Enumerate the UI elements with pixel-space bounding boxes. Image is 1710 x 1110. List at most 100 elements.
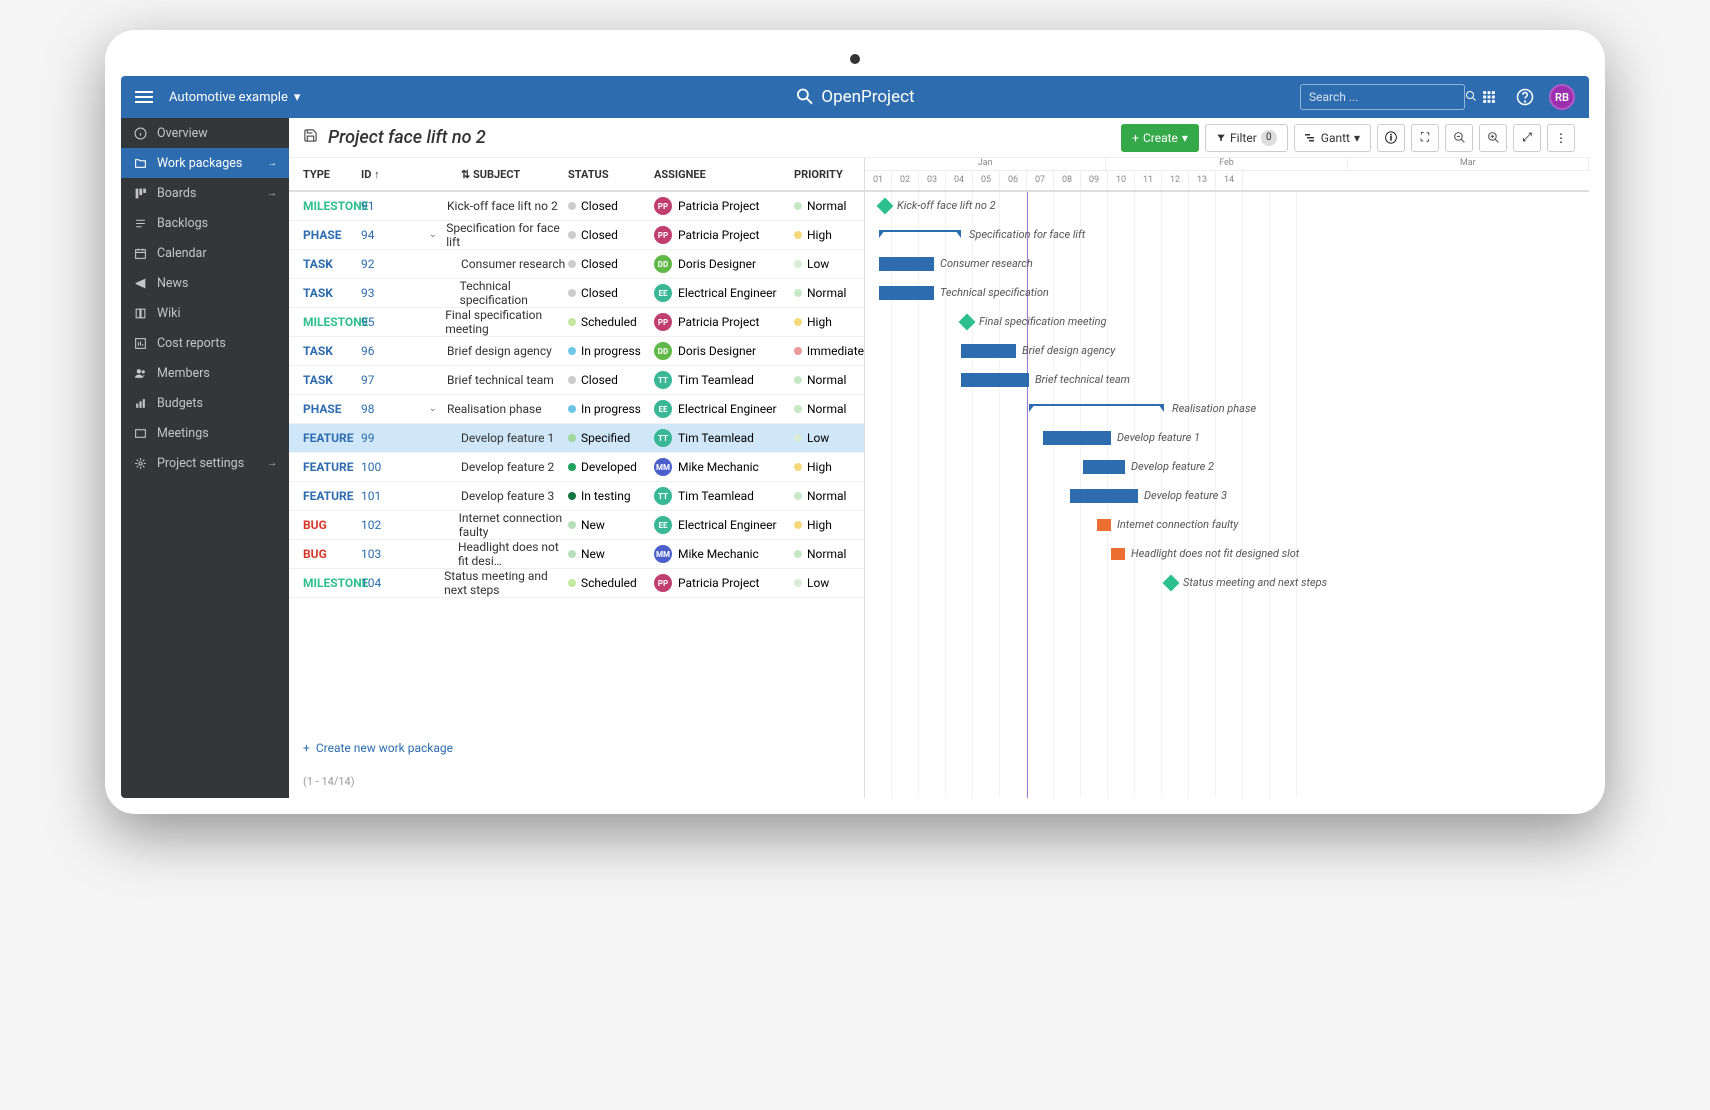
table-row[interactable]: FEATURE 100 Develop feature 2 Developed … — [289, 453, 864, 482]
search-box[interactable] — [1300, 84, 1465, 110]
gantt-phase[interactable] — [1029, 404, 1164, 414]
zoom-out-button[interactable] — [1445, 124, 1473, 152]
cell-priority: High — [794, 228, 864, 242]
sidebar-label: News — [157, 276, 277, 291]
sidebar-item-cost-reports[interactable]: Cost reports — [121, 328, 289, 358]
gantt-label: Technical specification — [940, 286, 1049, 299]
table-row[interactable]: BUG 102 Internet connection faulty New E… — [289, 511, 864, 540]
col-status[interactable]: STATUS — [568, 168, 654, 181]
user-avatar[interactable]: RB — [1549, 84, 1575, 110]
sidebar-item-boards[interactable]: Boards→ — [121, 178, 289, 208]
camera-dot — [850, 54, 860, 64]
table-row[interactable]: MILESTONE 91 Kick-off face lift no 2 Clo… — [289, 192, 864, 221]
gantt-bar[interactable] — [961, 373, 1029, 387]
cell-assignee: EE Electrical Engineer — [654, 516, 794, 534]
gantt-bug[interactable] — [1097, 519, 1111, 531]
cell-status: Closed — [568, 199, 654, 213]
col-assignee[interactable]: ASSIGNEE — [654, 168, 794, 181]
gantt-milestone[interactable] — [877, 198, 894, 215]
col-type[interactable]: TYPE — [289, 168, 361, 181]
col-id[interactable]: ID ↑ — [361, 168, 401, 181]
priority-dot — [794, 521, 802, 529]
search-input[interactable] — [1309, 90, 1465, 104]
sidebar-item-calendar[interactable]: Calendar — [121, 238, 289, 268]
cell-id[interactable]: 96 — [361, 344, 401, 358]
table-row[interactable]: TASK 93 Technical specification Closed E… — [289, 279, 864, 308]
more-button[interactable]: ⋮ — [1547, 124, 1575, 152]
gantt-milestone[interactable] — [959, 314, 976, 331]
table-row[interactable]: MILESTONE 95 Final specification meeting… — [289, 308, 864, 337]
cell-subject: Status meeting and next steps — [401, 569, 568, 597]
gantt-milestone[interactable] — [1163, 575, 1180, 592]
create-work-package-link[interactable]: + Create new work package — [289, 731, 864, 765]
sidebar-label: Cost reports — [157, 336, 277, 351]
info-button[interactable]: ⓘ — [1377, 124, 1405, 152]
cell-id[interactable]: 102 — [361, 518, 401, 532]
create-button[interactable]: + Create ▾ — [1121, 124, 1199, 152]
cell-id[interactable]: 104 — [361, 576, 401, 590]
sidebar-item-overview[interactable]: Overview — [121, 118, 289, 148]
table-row[interactable]: FEATURE 99 Develop feature 1 Specified T… — [289, 424, 864, 453]
gantt-phase[interactable] — [879, 230, 961, 240]
gantt-bar[interactable] — [961, 344, 1016, 358]
status-dot — [568, 550, 576, 558]
expand-caret-icon[interactable]: ⌄ — [429, 230, 440, 240]
col-priority[interactable]: PRIORITY — [794, 168, 864, 181]
cell-id[interactable]: 100 — [361, 460, 401, 474]
gantt-button[interactable]: Gantt ▾ — [1294, 124, 1371, 152]
gantt-label: Consumer research — [940, 257, 1033, 270]
fullscreen-button[interactable]: ⛶ — [1411, 124, 1439, 152]
expand-caret-icon[interactable]: ⌄ — [429, 404, 441, 414]
sidebar-item-backlogs[interactable]: Backlogs — [121, 208, 289, 238]
gantt-bar[interactable] — [879, 257, 934, 271]
hamburger-menu[interactable] — [135, 91, 153, 103]
table-row[interactable]: PHASE 94 ⌄ Specification for face lift C… — [289, 221, 864, 250]
cell-id[interactable]: 93 — [361, 286, 401, 300]
cell-id[interactable]: 98 — [361, 402, 401, 416]
cell-subject: Brief technical team — [401, 373, 568, 387]
cell-id[interactable]: 91 — [361, 199, 401, 213]
cell-id[interactable]: 92 — [361, 257, 401, 271]
sidebar-item-members[interactable]: Members — [121, 358, 289, 388]
gantt-bug[interactable] — [1111, 548, 1125, 560]
col-subject[interactable]: ⇅ SUBJECT — [401, 168, 568, 181]
table-row[interactable]: MILESTONE 104 Status meeting and next st… — [289, 569, 864, 598]
table-pane: TYPE ID ↑ ⇅ SUBJECT STATUS ASSIGNEE PRIO… — [289, 158, 865, 798]
sidebar-item-project-settings[interactable]: Project settings→ — [121, 448, 289, 478]
sidebar-item-wiki[interactable]: Wiki — [121, 298, 289, 328]
gantt-row: Status meeting and next steps — [865, 569, 1589, 598]
gantt-bar[interactable] — [879, 286, 934, 300]
table-row[interactable]: FEATURE 101 Develop feature 3 In testing… — [289, 482, 864, 511]
save-view-icon[interactable] — [303, 128, 318, 147]
sidebar-item-meetings[interactable]: Meetings — [121, 418, 289, 448]
cell-id[interactable]: 101 — [361, 489, 401, 503]
cell-id[interactable]: 95 — [361, 315, 401, 329]
table-row[interactable]: TASK 97 Brief technical team Closed TT T… — [289, 366, 864, 395]
sidebar-item-budgets[interactable]: Budgets — [121, 388, 289, 418]
project-selector[interactable]: Automotive example ▾ — [169, 90, 300, 105]
table-row[interactable]: PHASE 98 ⌄ Realisation phase In progress… — [289, 395, 864, 424]
priority-dot — [794, 550, 802, 558]
zoom-in-button[interactable] — [1479, 124, 1507, 152]
gantt-bar[interactable] — [1083, 460, 1125, 474]
sidebar-label: Meetings — [157, 426, 277, 441]
cell-id[interactable]: 99 — [361, 431, 401, 445]
table-row[interactable]: TASK 92 Consumer research Closed DD Dori… — [289, 250, 864, 279]
cell-id[interactable]: 97 — [361, 373, 401, 387]
autozoom-button[interactable]: ⤢ — [1513, 124, 1541, 152]
sidebar-item-news[interactable]: News — [121, 268, 289, 298]
gantt-bar[interactable] — [1043, 431, 1111, 445]
table-row[interactable]: BUG 103 Headlight does not fit desi… New… — [289, 540, 864, 569]
sidebar-label: Wiki — [157, 306, 277, 321]
priority-dot — [794, 405, 802, 413]
table-row[interactable]: TASK 96 Brief design agency In progress … — [289, 337, 864, 366]
gantt-label: Brief design agency — [1022, 344, 1115, 357]
gantt-bar[interactable] — [1070, 489, 1138, 503]
apps-icon[interactable] — [1477, 85, 1501, 109]
cell-status: In testing — [568, 489, 654, 503]
cell-id[interactable]: 103 — [361, 547, 401, 561]
help-icon[interactable] — [1513, 85, 1537, 109]
cell-id[interactable]: 94 — [361, 228, 401, 242]
filter-button[interactable]: Filter 0 — [1205, 124, 1288, 152]
sidebar-item-work-packages[interactable]: Work packages→ — [121, 148, 289, 178]
